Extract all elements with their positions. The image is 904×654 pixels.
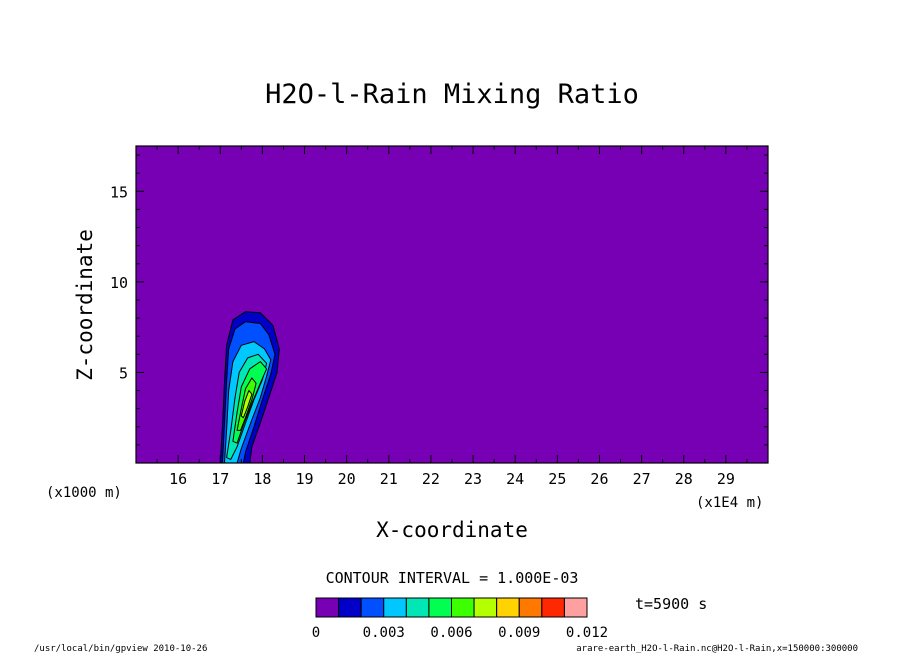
contour-regions: [219, 311, 280, 463]
x-tick-label: 22: [422, 470, 440, 488]
chart-title: H2O-l-Rain Mixing Ratio: [265, 79, 639, 110]
plot-area: 16 17 18 19 20 21 22 23 24 25 26 27 28 29 5 10 15: [110, 145, 769, 488]
time-label: t=5900 s: [635, 595, 707, 613]
contour-region-7: [240, 390, 253, 419]
x-tick-label: 17: [211, 470, 229, 488]
x-axis-label: X-coordinate: [376, 518, 528, 542]
x-tick-label: 21: [380, 470, 398, 488]
x-tick-label: 18: [253, 470, 271, 488]
y-tick-label: 5: [119, 364, 128, 382]
colorbar-swatch: [496, 597, 520, 618]
colorbar-swatch: [451, 597, 475, 618]
colorbar-tick-label: 0: [312, 625, 320, 641]
x-tick-label: 27: [633, 470, 651, 488]
x-tick-label: 29: [717, 470, 735, 488]
colorbar-swatch: [315, 597, 340, 618]
x-tick-label: 20: [338, 470, 356, 488]
y-tick-label: 10: [110, 274, 128, 292]
x-tick-label: 28: [675, 470, 693, 488]
x-unit-note: (x1E4 m): [696, 495, 763, 511]
colorbar-swatch: [428, 597, 452, 618]
colorbar-tick-label: 0.012: [566, 625, 608, 641]
colorbar-swatch: [473, 597, 498, 618]
contour-interval-label: CONTOUR INTERVAL = 1.000E-03: [326, 569, 579, 587]
colorbar-swatch: [360, 597, 385, 618]
colorbar: 0 0.003 0.006 0.009 0.012: [312, 597, 608, 641]
colorbar-swatch: [383, 597, 407, 618]
footer-right: arare-earth_H2O-l-Rain.nc@H2O-l-Rain,x=1…: [576, 644, 858, 654]
x-tick-label: 25: [548, 470, 566, 488]
footer-left: /usr/local/bin/gpview 2010-10-26: [34, 644, 207, 654]
x-tick-label: 24: [506, 470, 524, 488]
y-tick-label: 15: [110, 183, 128, 201]
x-tick-label: 26: [590, 470, 608, 488]
y-unit-note: (x1000 m): [46, 485, 122, 501]
x-tick-label: 16: [169, 470, 187, 488]
colorbar-swatch: [563, 597, 588, 618]
colorbar-swatch: [518, 597, 543, 618]
colorbar-tick-label: 0.009: [498, 625, 540, 641]
colorbar-tick-label: 0.003: [363, 625, 405, 641]
colorbar-swatch: [338, 597, 362, 618]
axis-ticks: 16 17 18 19 20 21 22 23 24 25 26 27 28 29 5 10 15: [110, 146, 769, 488]
colorbar-swatch: [405, 597, 430, 618]
y-axis-label: Z-coordinate: [73, 229, 97, 381]
x-tick-label: 23: [464, 470, 482, 488]
colorbar-swatch: [541, 597, 565, 618]
x-tick-label: 19: [296, 470, 314, 488]
colorbar-tick-label: 0.006: [430, 625, 472, 641]
